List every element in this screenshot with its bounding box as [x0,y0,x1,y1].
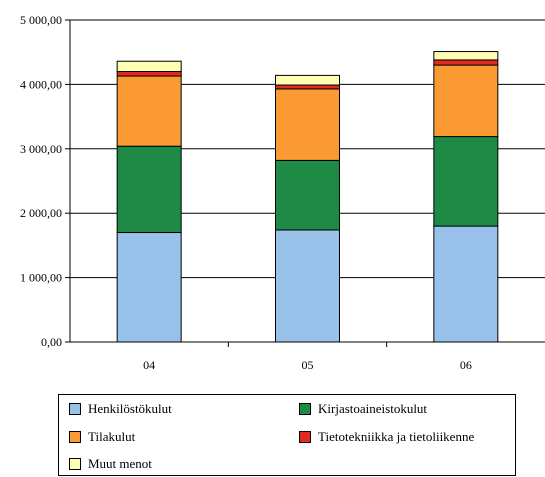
y-tick-label: 0,00 [41,335,62,349]
axes [65,19,545,347]
legend-item-muut-menot: Muut menot [69,455,152,473]
x-tick-labels: 04 05 06 [143,358,472,372]
legend-label: Tietotekniikka ja tietoliikenne [318,429,475,444]
y-tick-label: 3 000,00 [20,142,62,156]
bar-segment [433,64,499,138]
y-tick-label: 5 000,00 [20,13,62,27]
y-tick-label: 2 000,00 [20,206,62,220]
bar-segment [433,59,499,66]
x-tick-label: 04 [143,358,155,372]
bar-segment [275,84,340,90]
x-tick-label: 06 [460,358,472,372]
legend-item-henkilostokulut: Henkilöstökulut [69,400,172,418]
bars [116,51,499,343]
bar-segment [116,75,182,147]
legend-label: Kirjastoaineistokulut [318,401,428,416]
bar-segment [275,74,340,86]
bar-segment [116,60,182,73]
legend-item-kirjastoaineistokulut: Kirjastoaineistokulut [299,400,427,418]
bar-segment [275,229,340,343]
y-tick-label: 4 000,00 [20,77,62,91]
legend-label: Henkilöstökulut [88,401,172,416]
bar-segment [116,145,182,234]
y-tick-label: 1 000,00 [20,271,62,285]
legend-item-tietotekniikka: Tietotekniikka ja tietoliikenne [299,428,474,446]
legend-swatch [69,431,81,443]
bar-segment [275,88,340,161]
x-tick-label: 05 [302,358,314,372]
y-tick-labels: 0,00 1 000,00 2 000,00 3 000,00 4 000,00 5 00… [20,13,62,349]
bar-segment [116,71,182,77]
legend-swatch [69,403,81,415]
legend: Henkilöstökulut Kirjastoaineistokulut Ti… [58,394,516,476]
legend-swatch [69,458,81,470]
bar-segment [116,232,182,343]
bar-segment [433,225,499,343]
legend-label: Muut menot [88,456,152,471]
legend-item-tilakulut: Tilakulut [69,428,135,446]
bar-segment [433,51,499,61]
legend-swatch [299,431,311,443]
bar-segment [433,136,499,227]
bar-segment [275,159,340,231]
legend-label: Tilakulut [88,429,136,444]
stacked-bar-chart: 0,00 1 000,00 2 000,00 3 000,00 4 000,00 5 00… [20,13,545,372]
legend-swatch [299,403,311,415]
